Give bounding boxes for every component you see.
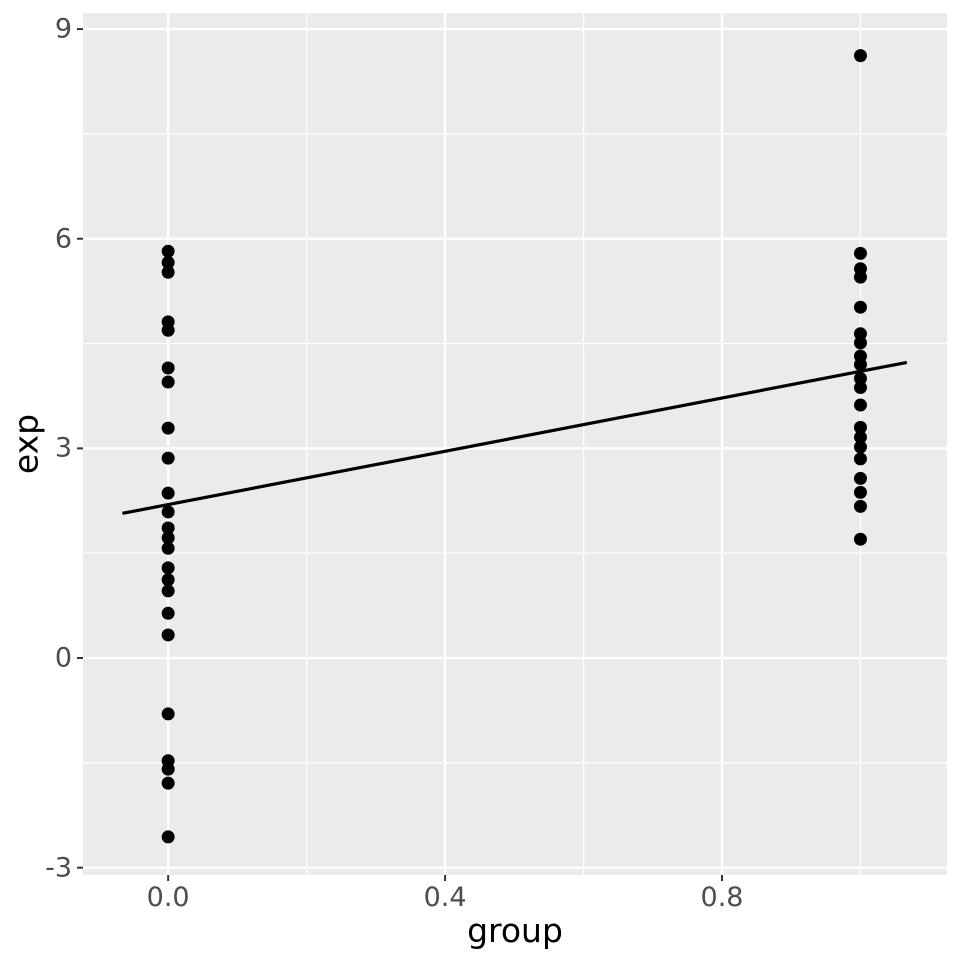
data-point <box>161 421 175 435</box>
x-tick-label: 0.8 <box>700 882 744 913</box>
data-point <box>853 300 867 314</box>
data-point <box>161 521 175 535</box>
data-point <box>161 584 175 598</box>
data-point <box>853 358 867 372</box>
y-tick-label: -3 <box>45 852 72 884</box>
data-point <box>853 430 867 444</box>
y-tick-label: 3 <box>54 432 72 464</box>
data-point <box>853 452 867 466</box>
data-point <box>853 499 867 513</box>
data-point <box>161 628 175 642</box>
y-axis-title: exp <box>6 413 46 475</box>
data-point <box>161 244 175 258</box>
x-tick-label: 0.4 <box>423 882 467 913</box>
y-tick-label: 0 <box>54 642 72 674</box>
data-point <box>161 531 175 545</box>
data-point <box>161 606 175 620</box>
x-axis-title: group <box>467 911 563 950</box>
y-tick-label: 9 <box>54 13 72 45</box>
data-point <box>161 323 175 337</box>
data-point <box>161 541 175 555</box>
data-point <box>161 707 175 721</box>
data-point <box>853 398 867 412</box>
axis-tick-marks <box>77 28 723 881</box>
data-point <box>853 270 867 284</box>
data-point <box>161 265 175 279</box>
data-point <box>161 561 175 575</box>
minor-gridlines <box>83 13 947 875</box>
data-point <box>161 762 175 776</box>
data-point <box>853 471 867 485</box>
data-point <box>161 375 175 389</box>
data-point <box>161 830 175 844</box>
y-tick-label: 6 <box>54 223 72 255</box>
data-point <box>161 486 175 500</box>
data-point <box>853 440 867 454</box>
major-gridlines <box>83 13 947 875</box>
x-tick-label: 0.0 <box>146 882 190 913</box>
data-point <box>853 336 867 350</box>
regression-line <box>122 360 908 515</box>
data-point <box>853 485 867 499</box>
data-point <box>161 255 175 269</box>
data-point <box>853 420 867 434</box>
data-point <box>853 532 867 546</box>
data-point <box>853 327 867 341</box>
data-point <box>161 776 175 790</box>
data-point <box>161 361 175 375</box>
data-point <box>853 381 867 395</box>
data-point <box>161 573 175 587</box>
plot-panel <box>83 13 947 875</box>
data-point <box>161 505 175 519</box>
data-point <box>853 49 867 63</box>
data-point <box>853 246 867 260</box>
data-point <box>853 371 867 385</box>
data-point <box>161 451 175 465</box>
scatter-points <box>161 49 867 844</box>
